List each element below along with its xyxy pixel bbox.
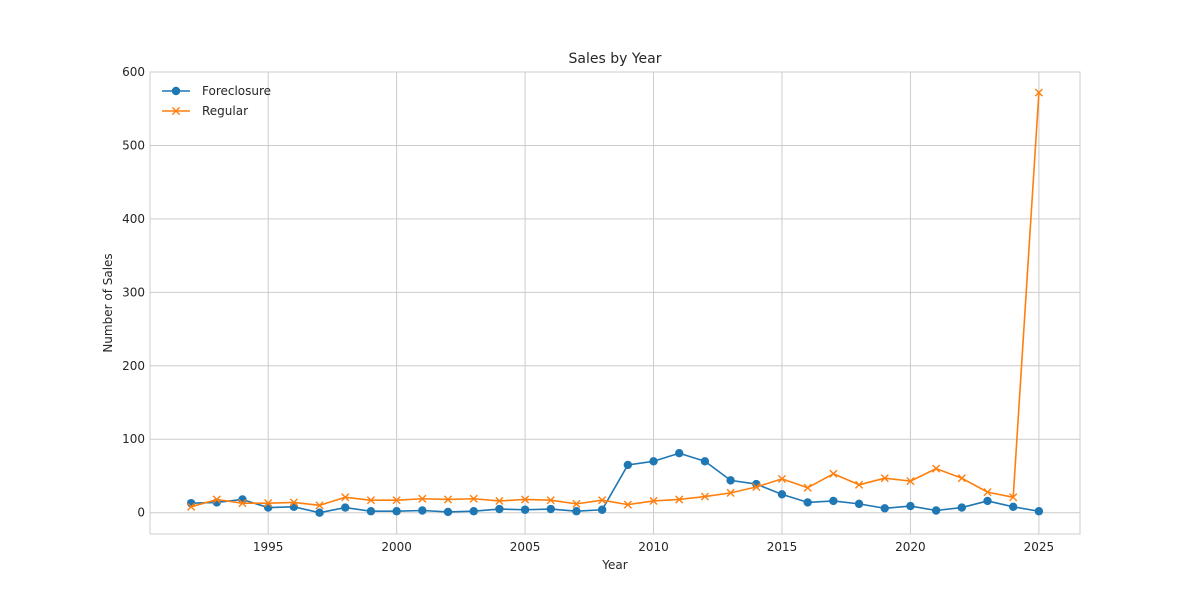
plot-frame	[149, 71, 1081, 535]
x-axis-label: Year	[601, 558, 627, 572]
y-tick-label: 400	[122, 212, 145, 226]
x-tick-label: 2015	[767, 540, 798, 554]
data-point	[623, 500, 632, 509]
data-point	[597, 505, 607, 514]
data-point	[700, 457, 710, 466]
data-point	[931, 506, 941, 515]
y-axis-label: Number of Sales	[101, 253, 115, 352]
y-tick-label: 300	[122, 285, 145, 299]
data-point	[675, 449, 684, 458]
data-point	[1009, 493, 1018, 502]
data-point	[983, 488, 992, 497]
x-tick-label: 2000	[381, 540, 412, 554]
y-tick-label: 500	[122, 138, 145, 152]
data-point	[495, 504, 504, 514]
data-point	[1034, 507, 1044, 516]
data-point	[777, 490, 787, 499]
data-point	[906, 501, 915, 511]
data-point	[469, 507, 478, 516]
x-tick-label: 2025	[1024, 540, 1055, 554]
data-point	[598, 496, 607, 505]
y-tick-label: 200	[122, 359, 145, 373]
data-point	[520, 505, 530, 514]
x-tick-label: 2005	[510, 540, 541, 554]
data-point	[341, 493, 350, 502]
data-point	[264, 499, 273, 508]
legend-marker	[171, 106, 181, 116]
legend: Foreclosure Regular	[162, 84, 271, 118]
data-point	[238, 499, 247, 508]
data-point	[777, 474, 787, 484]
data-point	[880, 504, 889, 513]
data-point	[752, 482, 761, 492]
data-point	[572, 507, 581, 516]
data-point	[443, 495, 453, 504]
data-point	[341, 503, 350, 512]
data-point	[1009, 502, 1018, 512]
data-point	[726, 488, 735, 497]
data-point	[700, 492, 710, 501]
data-point	[803, 483, 812, 492]
data-point	[315, 508, 324, 517]
series-line	[191, 452, 1040, 514]
data-point	[829, 496, 838, 506]
series-line	[190, 92, 1040, 508]
data-point	[649, 496, 658, 506]
data-point	[675, 495, 684, 504]
data-point	[1034, 88, 1043, 97]
data-point	[957, 503, 967, 512]
data-point	[212, 495, 221, 504]
chart-title: Sales by Year	[569, 51, 662, 67]
legend-marker	[171, 86, 181, 96]
data-point	[187, 502, 196, 511]
grid	[150, 71, 1080, 534]
y-tick-label: 600	[122, 65, 145, 79]
data-point	[418, 506, 427, 515]
data-point	[623, 460, 633, 470]
legend-label: Foreclosure	[202, 84, 271, 98]
x-tick-label: 1995	[253, 540, 284, 554]
data-point	[983, 496, 992, 506]
data-point	[443, 507, 453, 517]
data-point	[957, 474, 966, 483]
data-point	[520, 495, 530, 504]
series-foreclosure	[186, 449, 1044, 517]
data-point	[495, 496, 504, 506]
data-point	[880, 474, 889, 483]
data-point	[803, 498, 812, 507]
data-point	[366, 496, 376, 505]
data-point	[546, 496, 555, 505]
data-point	[932, 464, 941, 473]
data-point	[906, 477, 915, 486]
data-point	[392, 496, 401, 505]
data-point	[289, 498, 298, 507]
data-point	[418, 494, 427, 503]
data-point	[572, 499, 581, 508]
data-point	[469, 494, 478, 503]
data-point	[366, 507, 376, 516]
data-point	[315, 501, 324, 510]
legend-item-regular: Regular	[162, 104, 248, 118]
x-tick-label: 2010	[638, 540, 669, 554]
data-point	[726, 476, 735, 485]
data-point	[854, 480, 864, 489]
data-point	[546, 504, 555, 514]
data-point	[854, 499, 864, 509]
series-layer	[186, 88, 1044, 517]
data-point	[263, 503, 273, 512]
data-point	[289, 502, 299, 512]
series-regular	[187, 88, 1043, 511]
x-tick-label: 2020	[895, 540, 926, 554]
data-point	[829, 469, 838, 478]
legend-label: Regular	[202, 104, 248, 118]
y-tick-label: 0	[137, 506, 145, 520]
data-point	[649, 457, 658, 466]
data-point	[392, 507, 401, 516]
tick-labels: 1995 2000 2005 2010 2015 2020 2025 0 100 200 300 40…	[122, 65, 1054, 554]
y-tick-label: 100	[122, 432, 145, 446]
legend-item-foreclosure: Foreclosure	[162, 84, 271, 98]
